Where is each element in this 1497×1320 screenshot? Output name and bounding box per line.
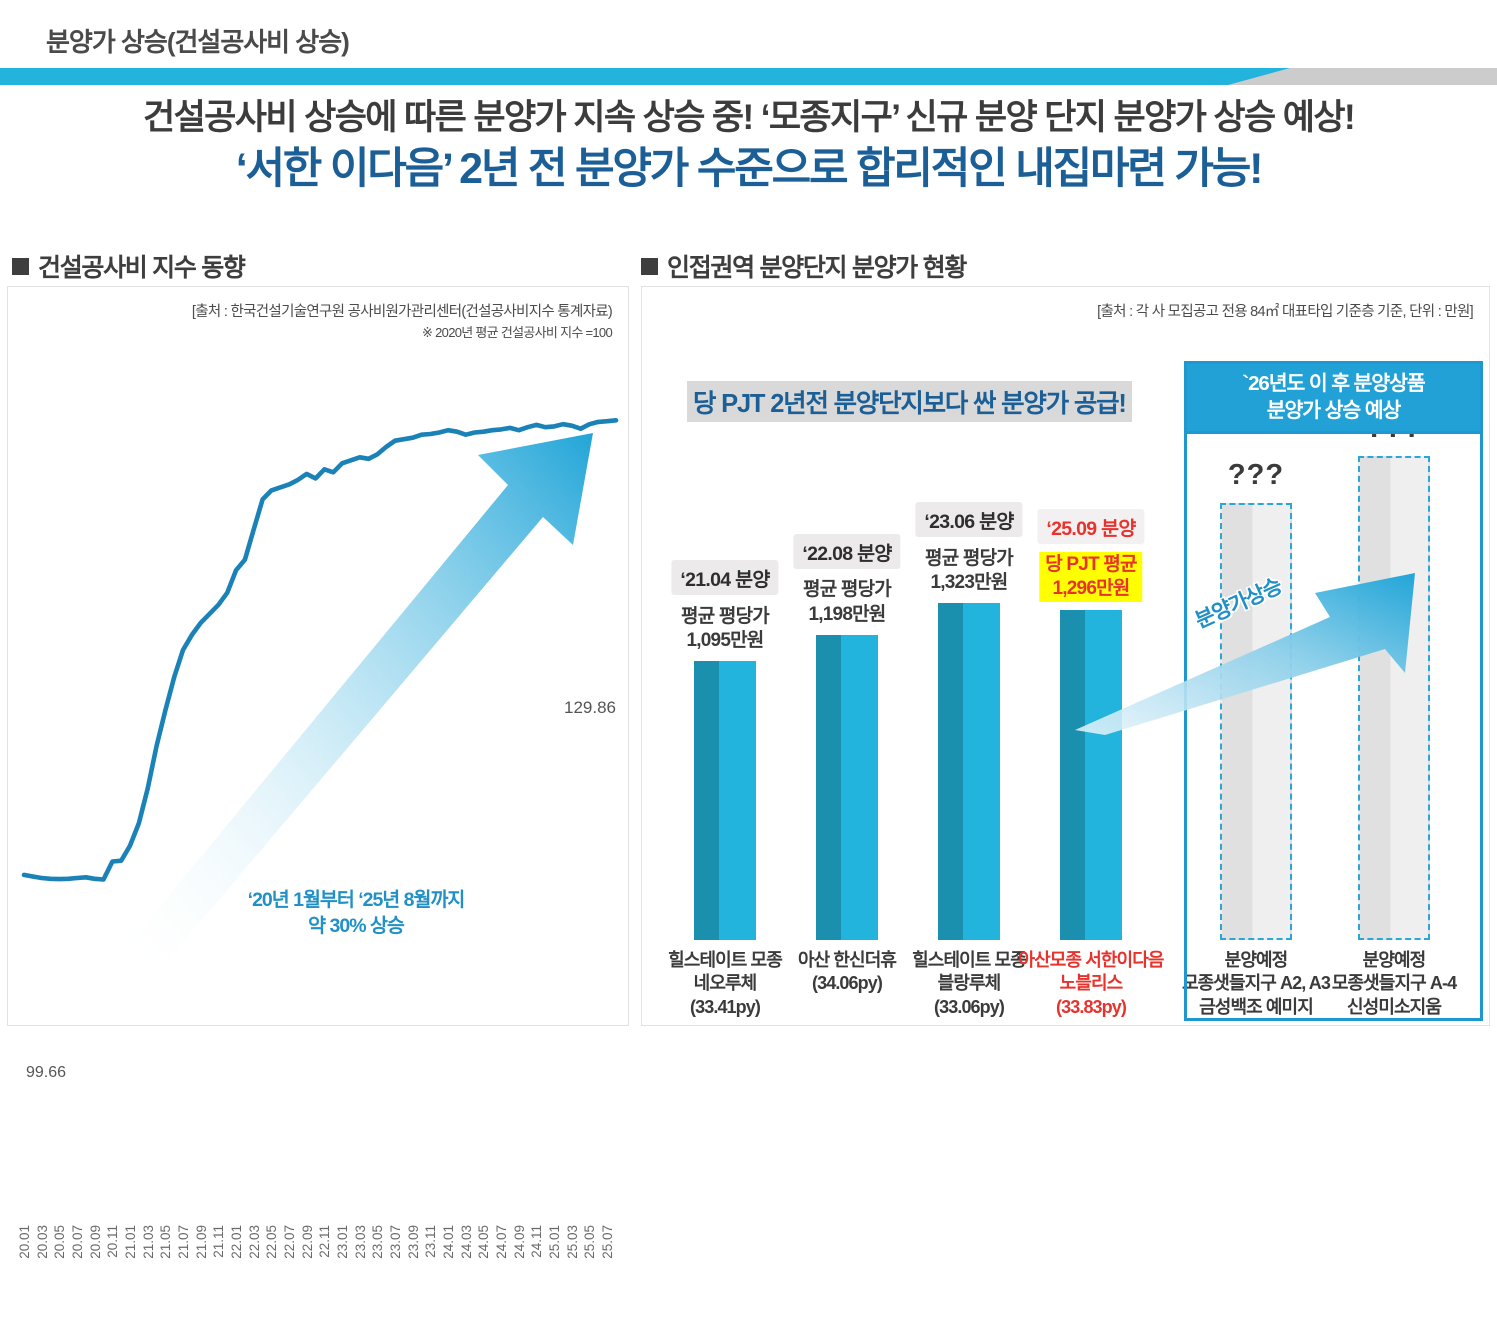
bar-price-caption: 당 PJT 평균	[1045, 553, 1137, 575]
right-source-note: [출처 : 각 사 모집공고 전용 84㎡ 대표타입 기준층 기준, 단위 : …	[1097, 304, 1474, 320]
bar-price-label: 평균 평당가 1,323만원	[925, 547, 1014, 596]
x-axis-tick: 21.01	[123, 1225, 139, 1259]
bar-price-value: 1,323만원	[930, 571, 1009, 593]
bar-price-caption: 평균 평당가	[803, 579, 892, 601]
x-axis-tick: 25.07	[600, 1225, 616, 1259]
section-header-right: 인접권역 분양단지 분양가 현황	[641, 248, 967, 284]
x-axis-tick: 23.11	[423, 1225, 439, 1258]
headline-line-1: 건설공사비 상승에 따른 분양가 지속 상승 중! ‘모종지구’ 신규 분양 단…	[142, 98, 1356, 137]
header-divider	[0, 68, 1497, 85]
price-bar	[694, 661, 756, 940]
x-axis-tick: 25.05	[582, 1225, 598, 1259]
x-axis-tick: 25.03	[564, 1225, 580, 1259]
x-axis-tick: 20.01	[17, 1225, 32, 1259]
future-supply-box-title: `26년도 이 후 분양상품 분양가 상승 예상	[1184, 361, 1483, 434]
bar-category-label: 힐스테이트 모종 블랑루체 (33.06py)	[912, 950, 1027, 1017]
future-title-line-2: 분양가 상승 예상	[1266, 398, 1402, 422]
future-price-bar	[1358, 456, 1430, 940]
price-bar	[938, 603, 1000, 940]
bar-group: 당 PJT 평균 1,296만원 ‘25.09 분양	[1037, 287, 1145, 940]
bar-price-value: 1,095만원	[686, 630, 765, 652]
x-axis-tick: 24.07	[494, 1225, 510, 1259]
x-axis-tick: 24.01	[441, 1225, 457, 1259]
bar-category-label: 아산 한신더휴 (34.06py)	[797, 950, 897, 994]
bar-date-badge: ‘21.04 분양	[671, 560, 779, 596]
section-header-left: 건설공사비 지수 동향	[12, 248, 246, 284]
x-axis-tick: 20.07	[70, 1225, 85, 1259]
x-axis-tick: 23.01	[335, 1225, 351, 1259]
section-header-right-label: 인접권역 분양단지 분양가 현황	[667, 254, 967, 282]
x-axis-tick: 20.11	[105, 1225, 121, 1258]
x-axis-tick: 21.11	[211, 1225, 227, 1258]
x-axis-tick: 22.09	[299, 1225, 315, 1259]
left-source-line-2: ※ 2020년 평균 건설공사비 지수 =100	[422, 325, 613, 341]
left-source-note: [출처 : 한국건설기술연구원 공사비원가관리센터(건설공사비지수 통계자료) …	[191, 301, 613, 344]
x-axis-tick: 21.03	[140, 1225, 156, 1259]
bar-date-badge: ‘23.06 분양	[915, 502, 1023, 538]
x-axis-tick: 24.09	[511, 1225, 527, 1259]
x-axis-tick: 23.07	[388, 1225, 404, 1259]
x-axis-tick: 22.11	[317, 1225, 333, 1258]
line-chart-annotation: ‘20년 1월부터 ‘25년 8월까지 약 30% 상승	[206, 887, 506, 940]
x-axis-tick: 22.01	[229, 1225, 245, 1259]
bar-date-badge: ‘25.09 분양	[1037, 509, 1145, 545]
future-bar-category-label: 분양예정 모종샛들지구 A2, A3 금성백조 예미지	[1181, 950, 1331, 1017]
x-axis-tick: 23.05	[370, 1225, 386, 1259]
section-header-left-label: 건설공사비 지수 동향	[38, 254, 246, 282]
future-price-bar	[1220, 503, 1292, 940]
bar-price-value: 1,296만원	[1052, 577, 1131, 599]
x-axis-tick: 22.03	[246, 1225, 262, 1259]
rising-arrow-icon	[128, 433, 593, 960]
x-axis-tick: 22.07	[282, 1225, 298, 1259]
bar-price-label: 평균 평당가 1,095만원	[681, 605, 770, 654]
bar-price-caption: 평균 평당가	[681, 605, 770, 627]
price-rise-arrow-icon	[1075, 573, 1415, 735]
future-title-line-1: `26년도 이 후 분양상품	[1242, 372, 1425, 396]
bar-price-label: 평균 평당가 1,198만원	[803, 578, 892, 627]
x-axis-tick: 20.03	[34, 1225, 50, 1259]
x-axis-tick: 24.11	[529, 1225, 545, 1258]
annotation-line-2: 약 30% 상승	[308, 915, 405, 938]
line-end-value: 129.86	[564, 698, 616, 717]
bar-group: 평균 평당가 1,198만원 ‘22.08 분양	[793, 287, 901, 940]
page-title: 분양가 상승(건설공사비 상승)	[46, 27, 350, 57]
annotation-line-1: ‘20년 1월부터 ‘25년 8월까지	[247, 889, 466, 911]
x-axis-tick: 21.05	[158, 1225, 174, 1259]
x-axis-tick: 25.01	[547, 1225, 563, 1259]
bullet-square-icon	[12, 258, 29, 275]
x-axis-tick: 24.05	[476, 1225, 492, 1259]
price-bar	[816, 635, 878, 940]
x-axis-tick: 23.09	[405, 1225, 421, 1259]
construction-cost-index-line	[21, 418, 619, 960]
future-value-placeholder: ???	[1227, 459, 1285, 491]
bar-category-label: 힐스테이트 모종 네오루체 (33.41py)	[668, 950, 783, 1017]
line-chart-panel: [출처 : 한국건설기술연구원 공사비원가관리센터(건설공사비지수 통계자료) …	[7, 286, 629, 1259]
x-axis-tick: 20.09	[87, 1225, 103, 1259]
line-start-value: 99.66	[26, 1064, 67, 1081]
bar-group: 평균 평당가 1,323만원 ‘23.06 분양	[915, 287, 1023, 940]
x-axis-tick: 21.09	[193, 1225, 209, 1259]
headline-line-2: ‘서한 이다음’ 2년 전 분양가 수준으로 합리적인 내집마련 가능!	[235, 144, 1264, 193]
bar-date-badge: ‘22.08 분양	[793, 534, 901, 570]
price-bar	[1060, 610, 1122, 940]
bar-price-label: 당 PJT 평균 1,296만원	[1039, 551, 1143, 603]
bar-price-value: 1,198만원	[808, 603, 887, 625]
headline: 건설공사비 상승에 따른 분양가 지속 상승 중! ‘모종지구’ 신규 분양 단…	[0, 97, 1497, 194]
x-axis-tick: 23.03	[352, 1225, 368, 1259]
x-axis-tick: 20.05	[52, 1225, 68, 1259]
line-chart-x-axis: 20.01 20.03 20.05 20.07 20.09 20.11 21.01 21.03…	[8, 1225, 637, 1320]
x-axis-tick: 24.03	[458, 1225, 474, 1259]
x-axis-tick: 21.07	[176, 1225, 192, 1259]
cheaper-price-banner: 당 PJT 2년전 분양단지보다 싼 분양가 공급!	[687, 381, 1132, 422]
x-axis-tick: 22.05	[264, 1225, 280, 1259]
bullet-square-icon	[641, 258, 658, 275]
future-bar-category-label: 분양예정 모종샛들지구 A-4 신성미소지움	[1331, 950, 1457, 1017]
bar-price-caption: 평균 평당가	[925, 547, 1014, 569]
bar-group: 평균 평당가 1,095만원 ‘21.04 분양	[671, 287, 779, 940]
left-source-line-1: [출처 : 한국건설기술연구원 공사비원가관리센터(건설공사비지수 통계자료)	[191, 304, 613, 320]
bar-category-label: 아산모종 서한이다음 노블리스 (33.83py)	[1018, 950, 1164, 1017]
